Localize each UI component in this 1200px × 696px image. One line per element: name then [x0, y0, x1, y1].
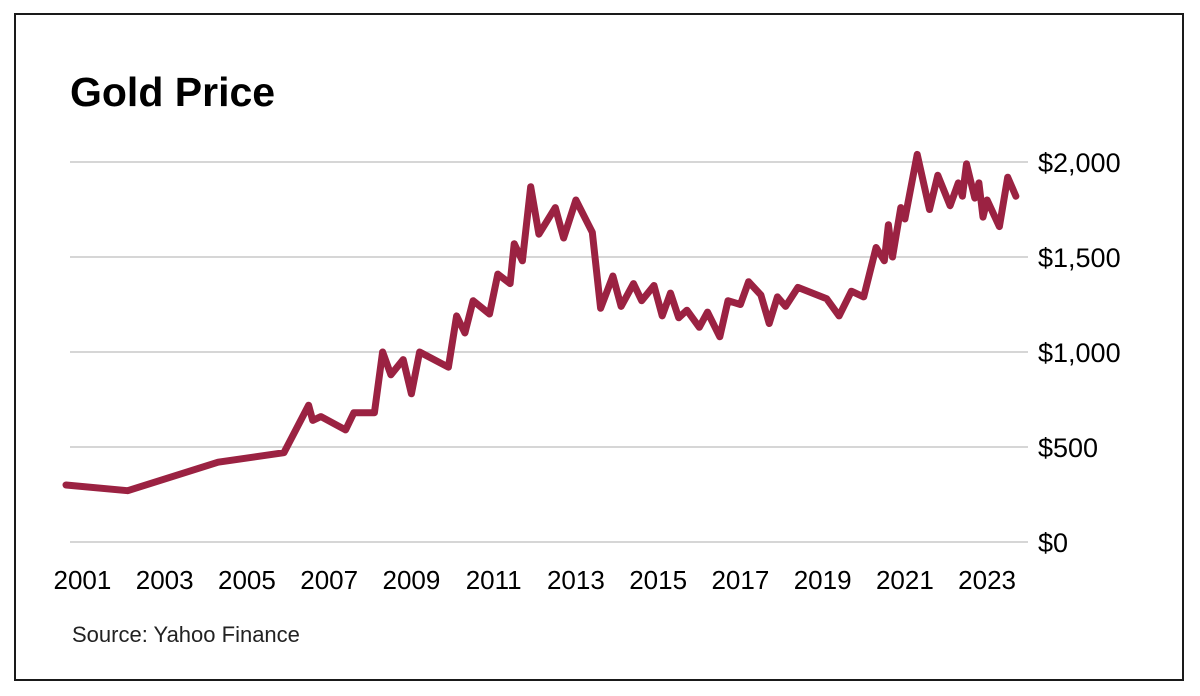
x-tick-label: 2007	[300, 565, 358, 595]
x-tick-label: 2023	[958, 565, 1016, 595]
y-axis-ticks: $0 $500 $1,000 $1,500 $2,000	[1038, 148, 1121, 558]
y-tick-label: $1,500	[1038, 243, 1121, 273]
gridlines	[70, 161, 1028, 543]
chart-frame: Gold Price $0 $500 $1,000 $1,500 $2,000 2001…	[14, 13, 1184, 681]
gold-price-line	[62, 150, 1020, 495]
y-tick-label: $500	[1038, 433, 1098, 463]
y-tick-label: $2,000	[1038, 148, 1121, 178]
x-tick-label: 2019	[794, 565, 852, 595]
y-tick-label: $0	[1038, 528, 1068, 558]
line-chart: Gold Price $0 $500 $1,000 $1,500 $2,000 2001…	[54, 69, 1121, 647]
x-tick-label: 2001	[54, 565, 112, 595]
x-tick-label: 2003	[136, 565, 194, 595]
source-note: Source: Yahoo Finance	[72, 622, 300, 647]
x-tick-label: 2013	[547, 565, 605, 595]
x-tick-label: 2009	[382, 565, 440, 595]
x-tick-label: 2005	[218, 565, 276, 595]
x-axis-ticks: 2001 2003 2005 2007 2009 2011 2013 2015 2017 2019…	[54, 565, 1016, 595]
chart-title: Gold Price	[70, 69, 275, 115]
x-tick-label: 2021	[876, 565, 934, 595]
x-tick-label: 2011	[466, 565, 522, 595]
x-tick-label: 2017	[711, 565, 769, 595]
x-tick-label: 2015	[629, 565, 687, 595]
y-tick-label: $1,000	[1038, 338, 1121, 368]
